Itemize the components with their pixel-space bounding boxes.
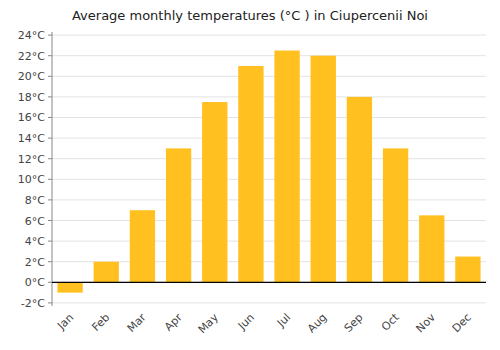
bar [347,97,372,282]
grid-line [52,138,486,139]
bar [238,66,263,282]
x-tick-label: Dec [450,311,474,335]
x-tick-label: Aug [305,311,329,335]
y-tick-label: 22°C [18,50,45,63]
grid [52,35,486,303]
grid-line [52,302,486,303]
x-tick-label: Jan [54,311,76,333]
y-tick-label: 20°C [18,70,45,83]
y-tick-label: 24°C [18,29,45,42]
y-tick [48,117,52,118]
y-tick-label: 16°C [18,111,45,124]
y-tick [48,241,52,242]
y-tick [48,35,52,36]
grid-line [52,96,486,97]
y-tick-label: 8°C [25,194,45,207]
bar [202,102,227,282]
x-axis: Jan Feb Mar Apr May Jun Jul Aug Sep Oct Nov Dec [54,310,474,336]
y-axis: -2°C 0°C 2°C 4°C 6°C 8°C 10°C 12°C 14°C 16°C 18°C 2… [18,29,52,310]
x-tick-label: Feb [89,311,112,334]
y-tick-label: 2°C [25,256,45,269]
bar [383,148,408,282]
y-tick [48,96,52,97]
bars [52,51,486,293]
y-tick-label: 6°C [25,215,45,228]
grid-line [52,179,486,180]
x-tick-label: May [196,311,222,337]
chart: Average monthly temperatures (°C ) in Ci… [0,0,500,350]
bar [94,262,119,283]
chart-container: Average monthly temperatures (°C ) in Ci… [0,0,500,350]
bar [166,148,191,282]
grid-line [52,76,486,77]
y-tick-label: 0°C [25,276,45,289]
grid-line [52,199,486,200]
y-tick-label: 18°C [18,91,45,104]
y-tick [48,261,52,262]
grid-line [52,35,486,36]
y-tick-label: 4°C [25,235,45,248]
y-tick-label: -2°C [21,297,45,310]
y-tick [48,179,52,180]
y-tick [48,302,52,303]
grid-line [52,282,486,283]
y-tick [48,138,52,139]
grid-line [52,117,486,118]
x-tick-label: Oct [379,310,402,333]
title: Average monthly temperatures (°C ) in Ci… [72,8,428,23]
y-tick [48,55,52,56]
bar [311,56,336,283]
x-tick-label: Jul [274,311,293,330]
bar [130,210,155,282]
x-tick-label: Nov [413,311,438,336]
x-tick-label: Mar [125,311,149,335]
bar [419,215,444,282]
y-tick [48,76,52,77]
x-tick-label: Apr [162,311,185,334]
bar [274,51,299,283]
y-tick [48,158,52,159]
grid-line [52,55,486,56]
y-tick [48,199,52,200]
y-tick-label: 14°C [18,132,45,145]
x-tick-label: Jun [235,311,257,333]
y-tick-label: 12°C [18,153,45,166]
y-tick [48,282,52,283]
y-axis-line [52,32,53,306]
y-tick-label: 10°C [18,173,45,186]
zero-line [52,282,486,283]
bar [57,282,82,292]
bar [455,257,480,283]
y-tick [48,220,52,221]
x-tick-label: Sep [342,311,366,335]
grid-line [52,158,486,159]
